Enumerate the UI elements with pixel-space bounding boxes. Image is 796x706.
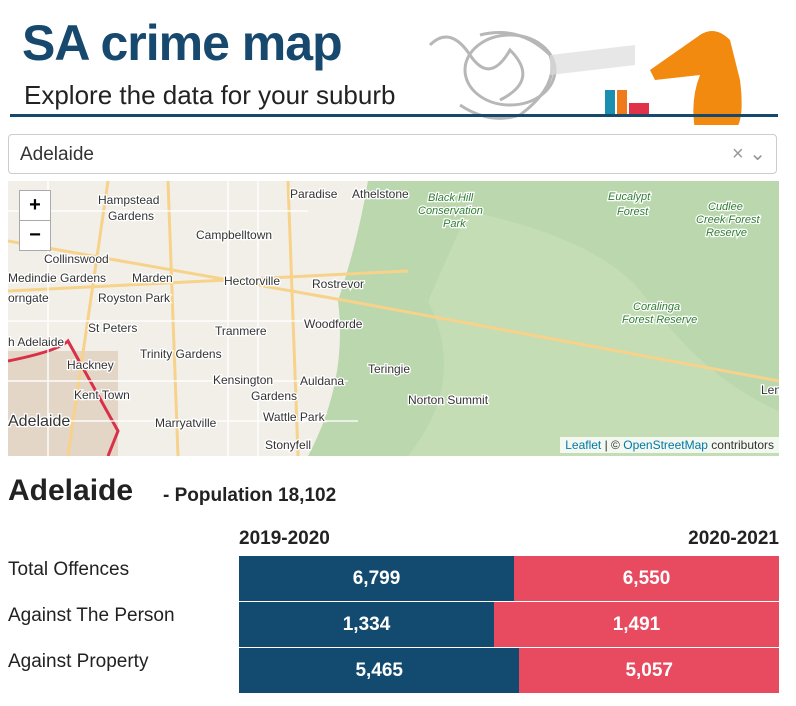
suburb-select[interactable]: Adelaide × ⌄ <box>8 134 777 174</box>
select-icons[interactable]: × ⌄ <box>732 143 766 165</box>
bar: 6,550 <box>514 556 779 601</box>
map-label: Trinity Gardens <box>140 347 222 361</box>
map-label: Reserve <box>706 227 747 239</box>
map-label: Hectorville <box>224 274 280 288</box>
map-label: Kent Town <box>74 388 130 402</box>
map-label: Creek Forest <box>696 214 761 226</box>
attribution-sep: | © <box>604 438 620 452</box>
bar: 6,799 <box>239 556 515 601</box>
bar: 5,465 <box>239 648 520 693</box>
attribution-text: contributors <box>711 438 774 452</box>
map-label: Campbelltown <box>196 228 272 242</box>
header-art <box>428 31 742 125</box>
value-label: 5,057 <box>625 660 673 681</box>
map-label: Marden <box>132 271 173 285</box>
map-label: Coralinga <box>633 301 680 313</box>
map-label: Marryatville <box>155 416 217 430</box>
leaflet-link[interactable]: Leaflet <box>565 438 602 452</box>
select-value: Adelaide <box>20 144 94 165</box>
bar: 5,057 <box>519 648 779 693</box>
osm-link[interactable]: OpenStreetMap <box>623 438 708 452</box>
map-label: Paradise <box>290 187 338 201</box>
bar: 1,491 <box>493 602 779 647</box>
map-label: Conservation <box>418 205 483 217</box>
map-label: Tranmere <box>215 324 267 338</box>
map-label: Eucalypt <box>608 191 651 203</box>
column-header: 2019-2020 <box>239 528 330 549</box>
column-header: 2020-2021 <box>688 528 779 549</box>
map-label: St Peters <box>88 321 137 335</box>
site-title: SA crime map <box>22 15 343 71</box>
map-label: Athelstone <box>352 187 409 201</box>
map-attribution: Leaflet | © OpenStreetMap contributors <box>560 437 779 453</box>
map-label: Gardens <box>251 389 297 403</box>
map-label: Hampstead <box>98 193 159 207</box>
value-label: 5,465 <box>355 660 403 681</box>
map-label: Wattle Park <box>263 410 326 424</box>
map-label: Teringie <box>368 362 410 376</box>
map-label: Woodforde <box>304 317 363 331</box>
map[interactable]: Paradise Athelstone Hampstead Gardens Campbe… <box>8 181 779 456</box>
map-label: Royston Park <box>98 291 171 305</box>
map-label: Kensington <box>213 373 273 387</box>
map-label: Adelaide <box>8 413 70 430</box>
map-label: Cudlee <box>708 201 743 213</box>
map-label: Medindie Gardens <box>8 271 106 285</box>
map-label: Black Hill <box>428 192 474 204</box>
suburb-name: Adelaide <box>8 474 134 507</box>
map-label: Stonyfell <box>265 438 311 452</box>
map-label: Collinswood <box>44 252 109 266</box>
map-label: Len <box>761 383 779 397</box>
map-label: Gardens <box>108 209 154 223</box>
map-label: Forest <box>617 206 649 218</box>
bar: 1,334 <box>239 602 494 647</box>
map-label: Hackney <box>67 358 114 372</box>
site-subtitle: Explore the data for your suburb <box>24 80 396 110</box>
map-label: h Adelaide <box>8 335 64 349</box>
row-label: Total Offences <box>8 559 130 580</box>
row-label: Against The Person <box>8 605 175 626</box>
zoom-out[interactable]: − <box>19 220 51 251</box>
map-label: Rostrevor <box>312 277 364 291</box>
value-label: 1,334 <box>342 614 391 635</box>
header-rule <box>10 114 778 117</box>
suburb-population: - Population 18,102 <box>163 485 337 506</box>
row-label: Against Property <box>8 651 149 672</box>
map-label: Park <box>443 218 466 230</box>
value-label: 6,799 <box>352 568 401 589</box>
map-label: orngate <box>8 291 49 305</box>
value-label: 1,491 <box>612 614 661 635</box>
value-label: 6,550 <box>622 568 671 589</box>
zoom-in[interactable]: + <box>19 190 51 221</box>
map-label: Forest Reserve <box>622 314 697 326</box>
map-label: Auldana <box>300 374 344 388</box>
map-label: Norton Summit <box>408 393 489 407</box>
